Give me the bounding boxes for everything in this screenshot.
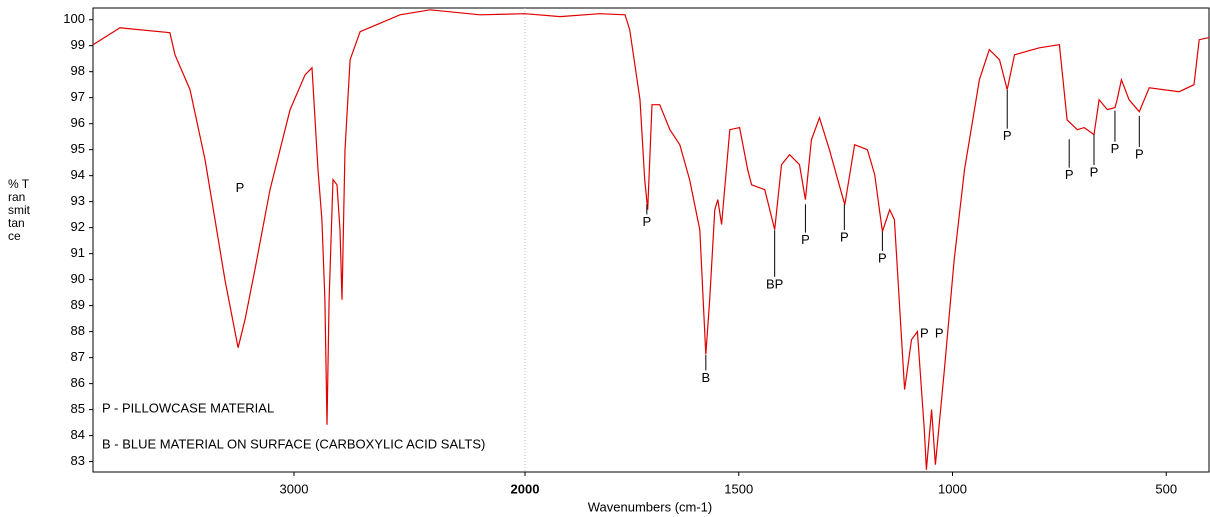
annotation-label: P [1065,167,1074,182]
annotation-label: P [920,326,929,341]
x-tick-label: 2000 [511,481,540,496]
y-tick-label: 86 [71,375,85,390]
y-tick-label: 84 [71,427,85,442]
y-tick-label: 89 [71,297,85,312]
annotation-label: P [801,232,810,247]
annotation-label: P [643,214,652,229]
spectrum-line [92,9,1210,470]
y-tick-label: 85 [71,401,85,416]
legend-note: B - BLUE MATERIAL ON SURFACE (CARBOXYLIC… [102,436,485,451]
y-tick-label: 88 [71,323,85,338]
annotation-label: P [878,250,887,265]
y-tick-label: 98 [71,63,85,78]
annotation-label: P [1090,165,1099,180]
x-tick-label: 500 [1155,481,1177,496]
annotation-label: P [840,229,849,244]
y-tick-label: 95 [71,141,85,156]
x-axis-label: Wavenumbers (cm-1) [588,499,712,514]
y-tick-label: 99 [71,37,85,52]
y-tick-label: 93 [71,193,85,208]
y-tick-label: 97 [71,89,85,104]
plot-frame [92,7,1210,473]
y-tick-label: 90 [71,271,85,286]
y-tick-label: 92 [71,219,85,234]
x-tick-label: 3000 [280,481,309,496]
x-tick-label: 1000 [938,481,967,496]
y-tick-label: 83 [71,453,85,468]
y-tick-label: 87 [71,349,85,364]
y-tick-label: 91 [71,245,85,260]
annotation-label: B [701,370,710,385]
y-tick-label: 100 [63,11,85,26]
x-tick-label: 1500 [724,481,753,496]
annotation-label: P [236,180,245,195]
y-tick-label: 96 [71,115,85,130]
annotation-label: P [1003,128,1012,143]
annotation-label: P [1111,141,1120,156]
y-tick-label: 94 [71,167,85,182]
legend-note: P - PILLOWCASE MATERIAL [102,400,274,415]
y-axis-label: % Transmittance [8,177,30,243]
annotation-label: BP [766,276,783,291]
annotation-label: P [935,326,944,341]
annotation-label: P [1135,146,1144,161]
